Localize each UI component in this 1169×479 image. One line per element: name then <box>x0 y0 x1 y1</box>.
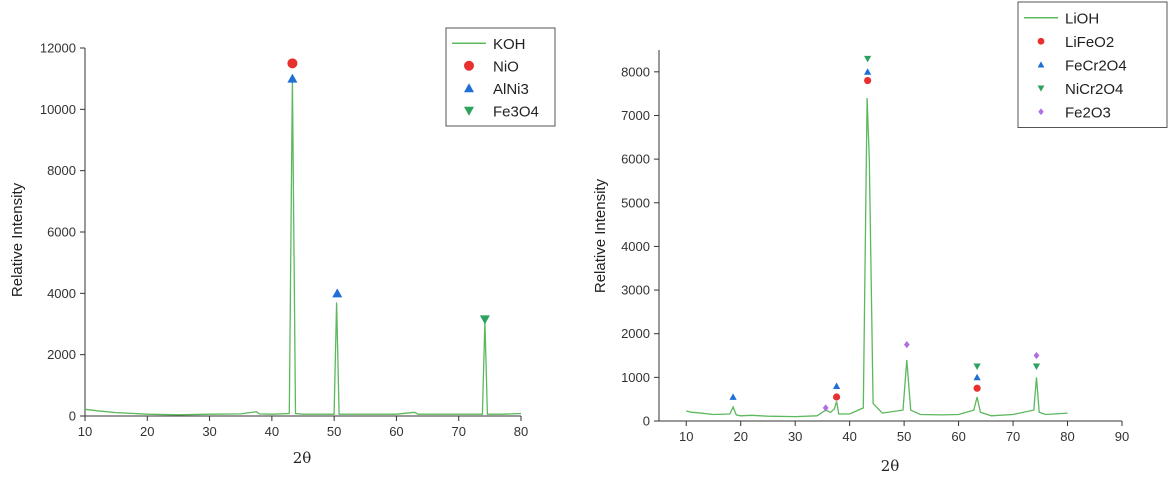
phase-marker-nicr2o4 <box>864 55 872 63</box>
x-tick-label: 50 <box>897 429 911 444</box>
y-tick-label: 0 <box>643 414 650 429</box>
legend-label-lifeo2: LiFeO2 <box>1065 34 1114 51</box>
chart-1: 10 20 30 40 50 60 70 80 0 2000 4000 6000 8000 10000 12… <box>9 27 556 467</box>
phase-marker-nio <box>287 58 298 69</box>
x-tick-label: 60 <box>389 424 403 439</box>
legend-label-koh: KOH <box>493 36 526 53</box>
y-tick-label: 2000 <box>47 347 76 362</box>
y-tick-label: 12000 <box>40 41 76 56</box>
y-tick-label: 8000 <box>621 64 650 79</box>
x-axis-title: 2θ <box>293 449 312 467</box>
y-tick-label: 6000 <box>47 225 76 240</box>
legend-label-lioh: LiOH <box>1065 10 1099 27</box>
legend-label-fe2o3: Fe2O3 <box>1065 104 1111 121</box>
x-tick-label: 20 <box>733 429 747 444</box>
phase-marker-nicr2o4 <box>1032 363 1041 371</box>
phase-marker-lifeo2 <box>973 384 981 392</box>
legend-label-fecr2o4: FeCr2O4 <box>1065 57 1127 74</box>
phase-marker-fe2o3 <box>1033 351 1040 360</box>
x-axis-title: 2θ <box>881 457 900 475</box>
x-tick-label: 40 <box>265 424 279 439</box>
x-tick-label: 10 <box>679 429 693 444</box>
phase-marker-fecr2o4 <box>832 382 841 389</box>
y-tick-label: 7000 <box>621 108 650 123</box>
chart-2: 10 20 30 40 50 60 70 80 90 0 1000 2000 3000 4000 5000 6… <box>592 1 1168 475</box>
phase-marker-lifeo2 <box>864 76 872 85</box>
legend-swatch-fecr2o4 <box>1037 61 1045 68</box>
x-tick-label: 20 <box>140 424 154 439</box>
phase-marker-fecr2o4 <box>729 393 737 400</box>
phase-marker-fe2o3 <box>822 404 829 412</box>
x-tick-label: 70 <box>1006 429 1020 444</box>
phase-marker-fecr2o4 <box>864 68 872 75</box>
legend-swatch-fe3o4 <box>464 106 474 116</box>
legend-box <box>445 27 556 127</box>
phase-marker-fecr2o4 <box>973 373 981 381</box>
y-tick-label: 1000 <box>621 370 650 385</box>
series-line-lioh <box>686 97 1068 418</box>
legend-swatch-alni3 <box>464 83 474 93</box>
phase-marker-lifeo2 <box>832 393 841 401</box>
x-tick-label: 40 <box>842 429 856 444</box>
y-tick-label: 8000 <box>47 163 76 178</box>
y-tick-label: 2000 <box>621 326 650 341</box>
legend-swatch-nicr2o4 <box>1037 85 1045 92</box>
x-tick-label: 10 <box>78 424 92 439</box>
phase-marker-fe2o3 <box>903 341 910 349</box>
legend-swatch-lifeo2 <box>1037 37 1045 45</box>
legend-label-nio: NiO <box>493 58 519 75</box>
phase-marker-alni3 <box>287 73 298 83</box>
phase-marker-nicr2o4 <box>973 363 981 371</box>
y-axis-title: Relative Intensity <box>9 182 26 297</box>
legend-label-nicr2o4: NiCr2O4 <box>1065 81 1123 98</box>
y-tick-label: 5000 <box>621 195 650 210</box>
x-tick-label: 70 <box>451 424 465 439</box>
y-tick-label: 6000 <box>621 152 650 167</box>
y-tick-label: 4000 <box>621 239 650 254</box>
y-axis-title: Relative Intensity <box>592 178 609 293</box>
x-tick-label: 80 <box>1060 429 1074 444</box>
x-tick-label: 80 <box>514 424 528 439</box>
series-line-koh <box>84 78 522 416</box>
x-tick-label: 60 <box>951 429 965 444</box>
x-tick-label: 30 <box>788 429 802 444</box>
x-tick-label: 90 <box>1115 429 1129 444</box>
legend-label-fe3o4: Fe3O4 <box>493 103 539 120</box>
y-tick-label: 4000 <box>47 286 76 301</box>
y-tick-label: 0 <box>69 409 76 424</box>
legend-label-alni3: AlNi3 <box>493 81 529 98</box>
x-tick-label: 50 <box>327 424 341 439</box>
y-tick-label: 10000 <box>40 102 76 117</box>
phase-marker-alni3 <box>332 288 343 298</box>
phase-marker-fe3o4 <box>479 315 490 325</box>
legend-swatch-fe2o3 <box>1038 108 1044 116</box>
x-tick-label: 30 <box>202 424 216 439</box>
y-tick-label: 3000 <box>621 283 650 298</box>
legend-swatch-nio <box>464 60 474 71</box>
